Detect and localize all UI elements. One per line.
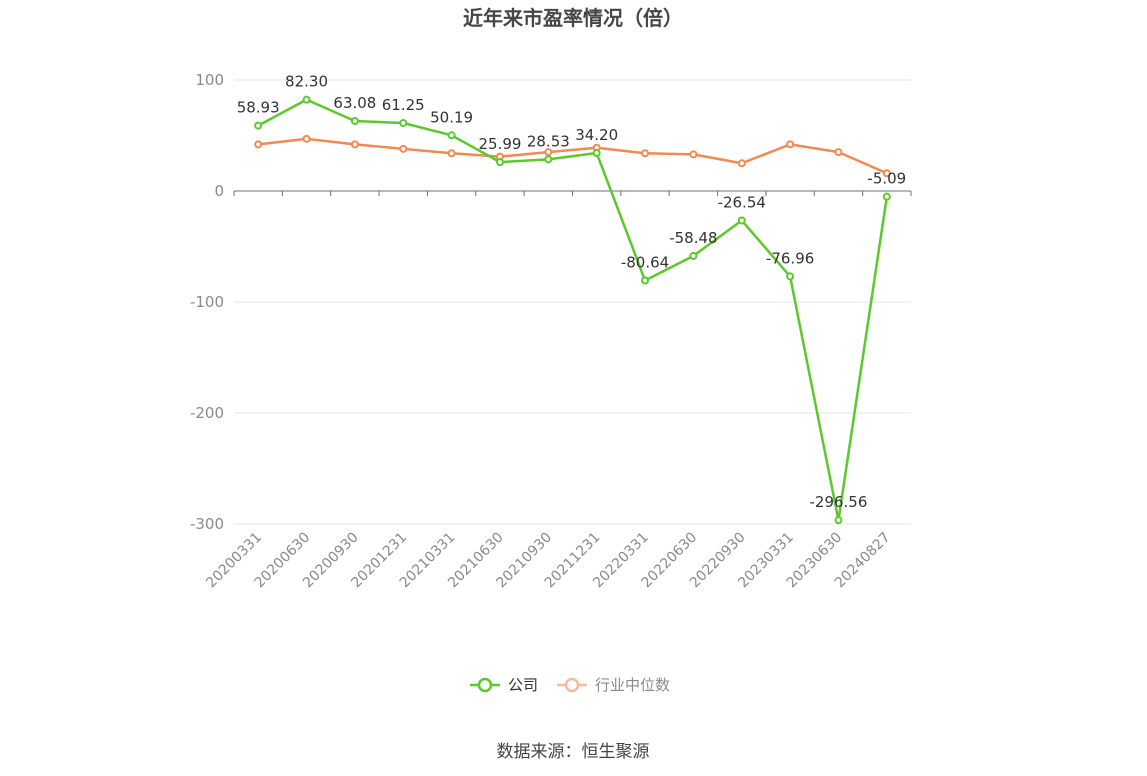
data-label: -5.09 <box>867 170 906 188</box>
x-axis-ticks: 2020033120200630202009302020123120210331… <box>203 530 893 592</box>
data-point[interactable] <box>737 159 746 168</box>
data-point[interactable] <box>882 169 891 178</box>
data-point[interactable] <box>350 140 359 149</box>
data-label: 58.93 <box>237 99 280 117</box>
data-label: -76.96 <box>766 249 814 267</box>
legend-marker <box>477 677 493 693</box>
data-label: -26.54 <box>718 193 766 211</box>
data-point[interactable] <box>641 276 650 285</box>
data-point[interactable] <box>834 148 843 157</box>
legend-item-1[interactable]: 行业中位数 <box>557 676 670 694</box>
data-label: 34.20 <box>575 126 618 144</box>
data-label: 28.53 <box>527 132 570 150</box>
y-tick-label: 0 <box>214 182 224 200</box>
series-lines <box>254 95 891 525</box>
x-axis <box>233 190 912 196</box>
y-tick-label: -100 <box>190 293 224 311</box>
data-label: 25.99 <box>478 135 521 153</box>
legend[interactable]: 公司 行业中位数 <box>470 676 670 694</box>
data-label: -80.64 <box>621 254 669 272</box>
data-point[interactable] <box>447 149 456 158</box>
legend-marker <box>564 677 580 693</box>
legend-label: 行业中位数 <box>595 676 670 694</box>
data-point[interactable] <box>302 95 311 104</box>
chart-title: 近年来市盈率情况（倍） <box>463 6 683 30</box>
y-tick-label: 100 <box>195 71 224 89</box>
data-label: 63.08 <box>333 94 376 112</box>
data-point[interactable] <box>544 148 553 157</box>
data-point[interactable] <box>689 150 698 159</box>
data-point[interactable] <box>254 140 263 149</box>
y-axis-ticks: 100 0 -100 -200 -300 <box>190 71 224 533</box>
data-labels: 58.93 82.30 63.08 61.25 50.19 25.99 28.53 34.20… <box>237 73 907 512</box>
data-point[interactable] <box>786 140 795 149</box>
series-line-0 <box>257 98 889 522</box>
data-point[interactable] <box>834 516 843 525</box>
data-point[interactable] <box>495 158 504 167</box>
data-source: 数据来源：恒生聚源 <box>497 742 650 762</box>
y-tick-label: -200 <box>190 404 224 422</box>
data-point[interactable] <box>399 119 408 128</box>
data-label: -58.48 <box>669 229 717 247</box>
data-point[interactable] <box>592 149 601 158</box>
data-label: 82.30 <box>285 73 328 91</box>
grid-lines <box>234 79 911 525</box>
legend-label: 公司 <box>508 676 538 694</box>
data-point[interactable] <box>302 134 311 143</box>
data-point[interactable] <box>399 144 408 153</box>
series-line-1 <box>258 137 888 175</box>
y-tick-label: -300 <box>190 515 224 533</box>
data-point[interactable] <box>544 155 553 164</box>
data-point[interactable] <box>641 149 650 158</box>
data-point[interactable] <box>786 272 795 281</box>
data-point[interactable] <box>882 192 891 201</box>
data-label: -296.56 <box>810 493 868 511</box>
data-point[interactable] <box>254 121 263 130</box>
data-point[interactable] <box>737 216 746 225</box>
data-label: 61.25 <box>382 96 425 114</box>
data-point[interactable] <box>350 116 359 125</box>
legend-item-0[interactable]: 公司 <box>470 676 538 694</box>
data-label: 50.19 <box>430 108 473 126</box>
data-point[interactable] <box>447 131 456 140</box>
data-point[interactable] <box>689 251 698 260</box>
